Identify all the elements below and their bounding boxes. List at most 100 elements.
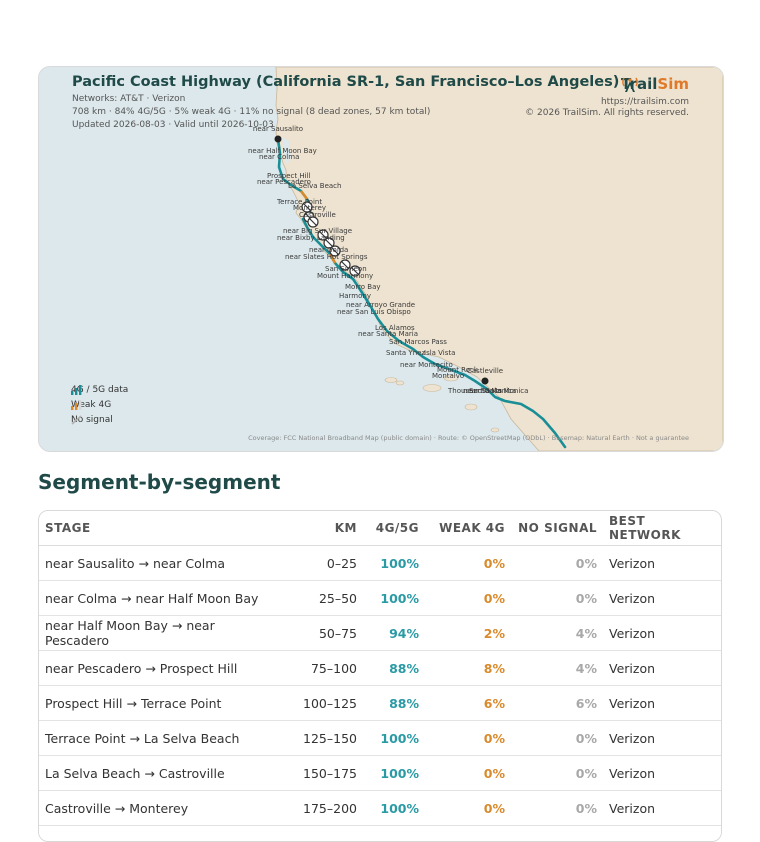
place-label: near Colma — [259, 153, 299, 161]
channel-islands — [384, 374, 500, 433]
cell-5g: 100% — [363, 545, 425, 581]
place-label: near Gorda — [309, 246, 348, 254]
place-label: Mount Rock — [437, 366, 479, 374]
column-header-km: KM — [281, 511, 363, 546]
cell-km: 150–175 — [281, 755, 363, 791]
route-end-marker — [481, 377, 489, 385]
place-label: Thousand Oaks — [447, 387, 502, 395]
cell-weak: 0% — [425, 545, 511, 581]
place-label: near Santa Maria — [358, 330, 418, 338]
place-label: Morro Bay — [345, 283, 381, 291]
table-row[interactable]: La Selva Beach → Castroville 150–175 100… — [39, 755, 721, 791]
column-header-best: BEST NETWORK — [603, 511, 721, 546]
cell-none: 0% — [511, 580, 603, 616]
place-label: near Half Moon Bay — [248, 147, 317, 155]
cell-stage: La Selva Beach → Castroville — [39, 755, 281, 791]
place-label: Prospect Hill — [267, 172, 310, 180]
sf-bay — [282, 137, 291, 165]
cell-weak: 8% — [425, 650, 511, 686]
cell-weak: 0% — [425, 790, 511, 826]
column-header-none: NO SIGNAL — [511, 511, 603, 546]
cell-km: 50–75 — [281, 615, 363, 651]
table-header-row: STAGE KM 4G/5G WEAK 4G NO SIGNAL BEST NE… — [39, 511, 721, 546]
column-header-5g: 4G/5G — [363, 511, 425, 546]
cell-5g: 88% — [363, 685, 425, 721]
place-label: near Montecito — [400, 361, 453, 369]
route-start-marker — [274, 135, 282, 143]
brand-logo[interactable]: TrailSim — [621, 75, 689, 93]
cell-5g: 100% — [363, 720, 425, 756]
cell-none: 0% — [511, 720, 603, 756]
table-row[interactable]: Prospect Hill → Terrace Point 100–125 88… — [39, 685, 721, 721]
map-stats: 708 km · 84% 4G/5G · 5% weak 4G · 11% no… — [72, 107, 431, 117]
cell-stage: Castroville → Monterey — [39, 790, 281, 826]
legend-label: 4G / 5G data — [71, 385, 129, 395]
cell-5g: 100% — [363, 580, 425, 616]
dead-zone-markers — [301, 201, 361, 277]
table-row[interactable]: near Colma → near Half Moon Bay 25–50 10… — [39, 580, 721, 616]
no-signal-icon — [317, 229, 329, 241]
brand-copyright: © 2026 TrailSim. All rights reserved. — [525, 108, 689, 118]
cell-weak: 6% — [425, 685, 511, 721]
place-label: Los Alamos — [375, 324, 415, 332]
column-header-stage: STAGE — [39, 511, 281, 546]
legend-item-data: 4G / 5G data — [71, 385, 128, 395]
legend-label: No signal — [71, 415, 113, 425]
cell-none: 4% — [511, 650, 603, 686]
cell-weak: 0% — [425, 720, 511, 756]
tower-icon — [622, 77, 638, 92]
place-label: San Simeon — [325, 265, 367, 273]
place-label: near Santa Monica — [463, 387, 528, 395]
no-signal-icon — [339, 259, 351, 271]
table-row[interactable]: Terrace Point → La Selva Beach 125–150 1… — [39, 720, 721, 756]
cell-5g: 100% — [363, 755, 425, 791]
segments-table: STAGE KM 4G/5G WEAK 4G NO SIGNAL BEST NE… — [38, 510, 722, 842]
place-label: Harmony — [339, 292, 371, 300]
cell-best: Verizon — [603, 685, 721, 721]
cell-km: 125–150 — [281, 720, 363, 756]
place-label: La Selva Beach — [288, 182, 341, 190]
cell-none: 0% — [511, 755, 603, 791]
place-label: Santa Monica — [469, 387, 516, 395]
legend-label: Weak 4G — [71, 400, 112, 410]
cell-best: Verizon — [603, 755, 721, 791]
place-label: near Bixby Landing — [277, 234, 345, 242]
legend-item-weak: Weak 4G — [71, 400, 111, 410]
weak-signal-icon — [71, 400, 82, 410]
cell-km: 25–50 — [281, 580, 363, 616]
cell-best: Verizon — [603, 580, 721, 616]
cell-none: 4% — [511, 615, 603, 651]
place-label: near Slates Hot Springs — [285, 253, 368, 261]
place-labels: near Sausalito near Half Moon Bay near C… — [248, 125, 528, 395]
cell-km: 100–125 — [281, 685, 363, 721]
brand-url[interactable]: https://trailsim.com — [600, 97, 689, 107]
cell-stage: Prospect Hill → Terrace Point — [39, 685, 281, 721]
table-row[interactable]: Castroville → Monterey 175–200 100% 0% 0… — [39, 790, 721, 826]
map-attribution: Coverage: FCC National Broadband Map (pu… — [248, 434, 689, 442]
section-heading: Segment-by-segment — [38, 470, 281, 494]
map-networks: Networks: AT&T · Verizon — [72, 94, 186, 104]
cell-5g: 88% — [363, 650, 425, 686]
place-label: Castleville — [467, 367, 503, 375]
place-label: Terrace Point — [276, 198, 322, 206]
route-map[interactable]: near Sausalito near Half Moon Bay near C… — [38, 66, 724, 452]
table-row[interactable]: near Half Moon Bay → near Pescadero 50–7… — [39, 615, 721, 651]
table-row[interactable]: near Pescadero → Prospect Hill 75–100 88… — [39, 650, 721, 686]
cell-stage: near Sausalito → near Colma — [39, 545, 281, 581]
cell-stage: Terrace Point → La Selva Beach — [39, 720, 281, 756]
cell-stage: near Colma → near Half Moon Bay — [39, 580, 281, 616]
place-label: near San Luis Obispo — [337, 308, 411, 316]
place-label: Santa Ynez — [386, 349, 425, 357]
cell-km: 175–200 — [281, 790, 363, 826]
table-row[interactable]: near Sausalito → near Colma 0–25 100% 0%… — [39, 545, 721, 581]
legend-item-none: No signal — [71, 415, 113, 425]
no-signal-icon — [329, 245, 341, 257]
cell-stage: near Pescadero → Prospect Hill — [39, 650, 281, 686]
cell-best: Verizon — [603, 615, 721, 651]
no-signal-icon — [323, 237, 335, 249]
cell-weak: 0% — [425, 580, 511, 616]
cell-best: Verizon — [603, 650, 721, 686]
cell-none: 0% — [511, 790, 603, 826]
cell-km: 0–25 — [281, 545, 363, 581]
column-header-weak: WEAK 4G — [425, 511, 511, 546]
